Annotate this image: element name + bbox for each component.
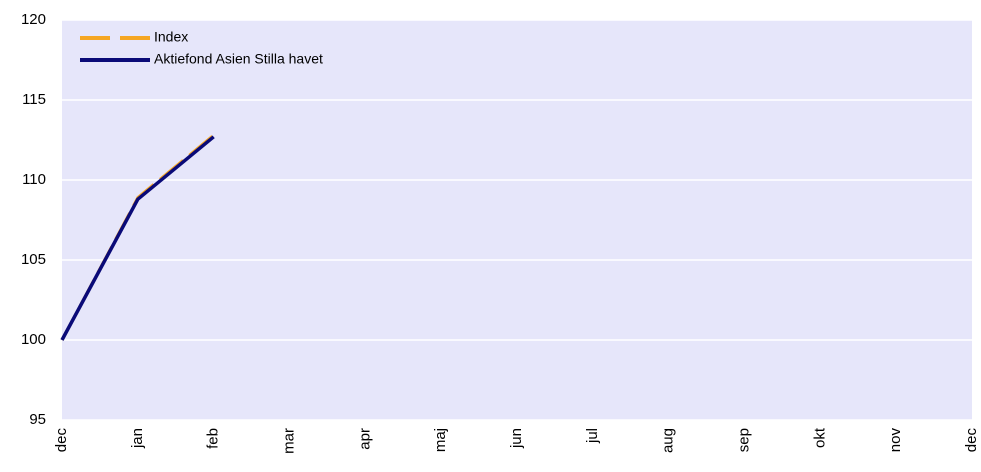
x-tick-label: mar <box>280 428 297 454</box>
y-tick-label: 115 <box>22 91 46 108</box>
legend: Index Aktiefond Asien Stilla havet <box>80 29 323 67</box>
y-tick-label: 100 <box>21 331 46 348</box>
x-tick-label: nov <box>887 428 904 453</box>
line-series <box>60 135 215 341</box>
x-tick-label: sep <box>735 428 752 452</box>
x-tick-label: jul <box>584 428 601 444</box>
y-tick-label: 95 <box>29 411 46 428</box>
plot-background <box>62 20 972 420</box>
x-tick-label: dec <box>963 428 980 453</box>
x-tick-label: dec <box>53 428 70 453</box>
y-tick-label: 110 <box>22 171 46 188</box>
y-tick-label: 105 <box>21 251 46 268</box>
y-tick-label: 120 <box>21 11 46 28</box>
legend-label: Index <box>154 29 188 45</box>
x-tick-label: apr <box>356 428 373 450</box>
legend-label: Aktiefond Asien Stilla havet <box>154 51 323 67</box>
x-tick-label: aug <box>660 428 677 453</box>
x-tick-label: maj <box>432 428 449 452</box>
x-tick-label: okt <box>811 427 828 448</box>
x-tick-label: feb <box>205 428 222 449</box>
plot-area: 95 100 105 110 115 120 dec jan feb mar apr maj jun ju… <box>21 11 980 454</box>
x-tick-label: jan <box>129 428 146 449</box>
x-tick-label: jun <box>508 428 525 449</box>
